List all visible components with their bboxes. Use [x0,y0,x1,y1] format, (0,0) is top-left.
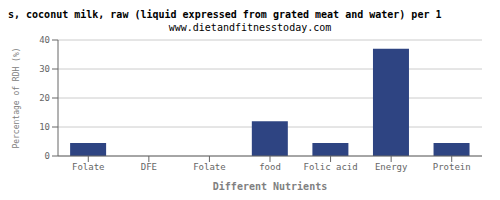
svg-text:Different Nutrients: Different Nutrients [213,181,327,192]
svg-text:Folate: Folate [193,162,226,172]
svg-text:Folic acid: Folic acid [303,162,357,172]
svg-text:20: 20 [39,93,50,103]
html-text:www.dietandfitnesstoday.com: www.dietandfitnesstoday.com [168,22,332,33]
svg-text:Folate: Folate [72,162,105,172]
svg-text:10: 10 [39,122,50,132]
svg-text:40: 40 [39,35,50,45]
svg-text:food: food [259,162,281,172]
svg-text:DFE: DFE [141,162,157,172]
svg-text:Percentage of RDH (%): Percentage of RDH (%) [12,47,21,148]
svg-text:Energy: Energy [375,162,408,172]
html-text:s, coconut milk, raw (liquid e: s, coconut milk, raw (liquid expressed f… [8,9,442,20]
svg-text:30: 30 [39,64,50,74]
svg-text:Protein: Protein [433,162,471,172]
svg-text:0: 0 [45,151,50,161]
